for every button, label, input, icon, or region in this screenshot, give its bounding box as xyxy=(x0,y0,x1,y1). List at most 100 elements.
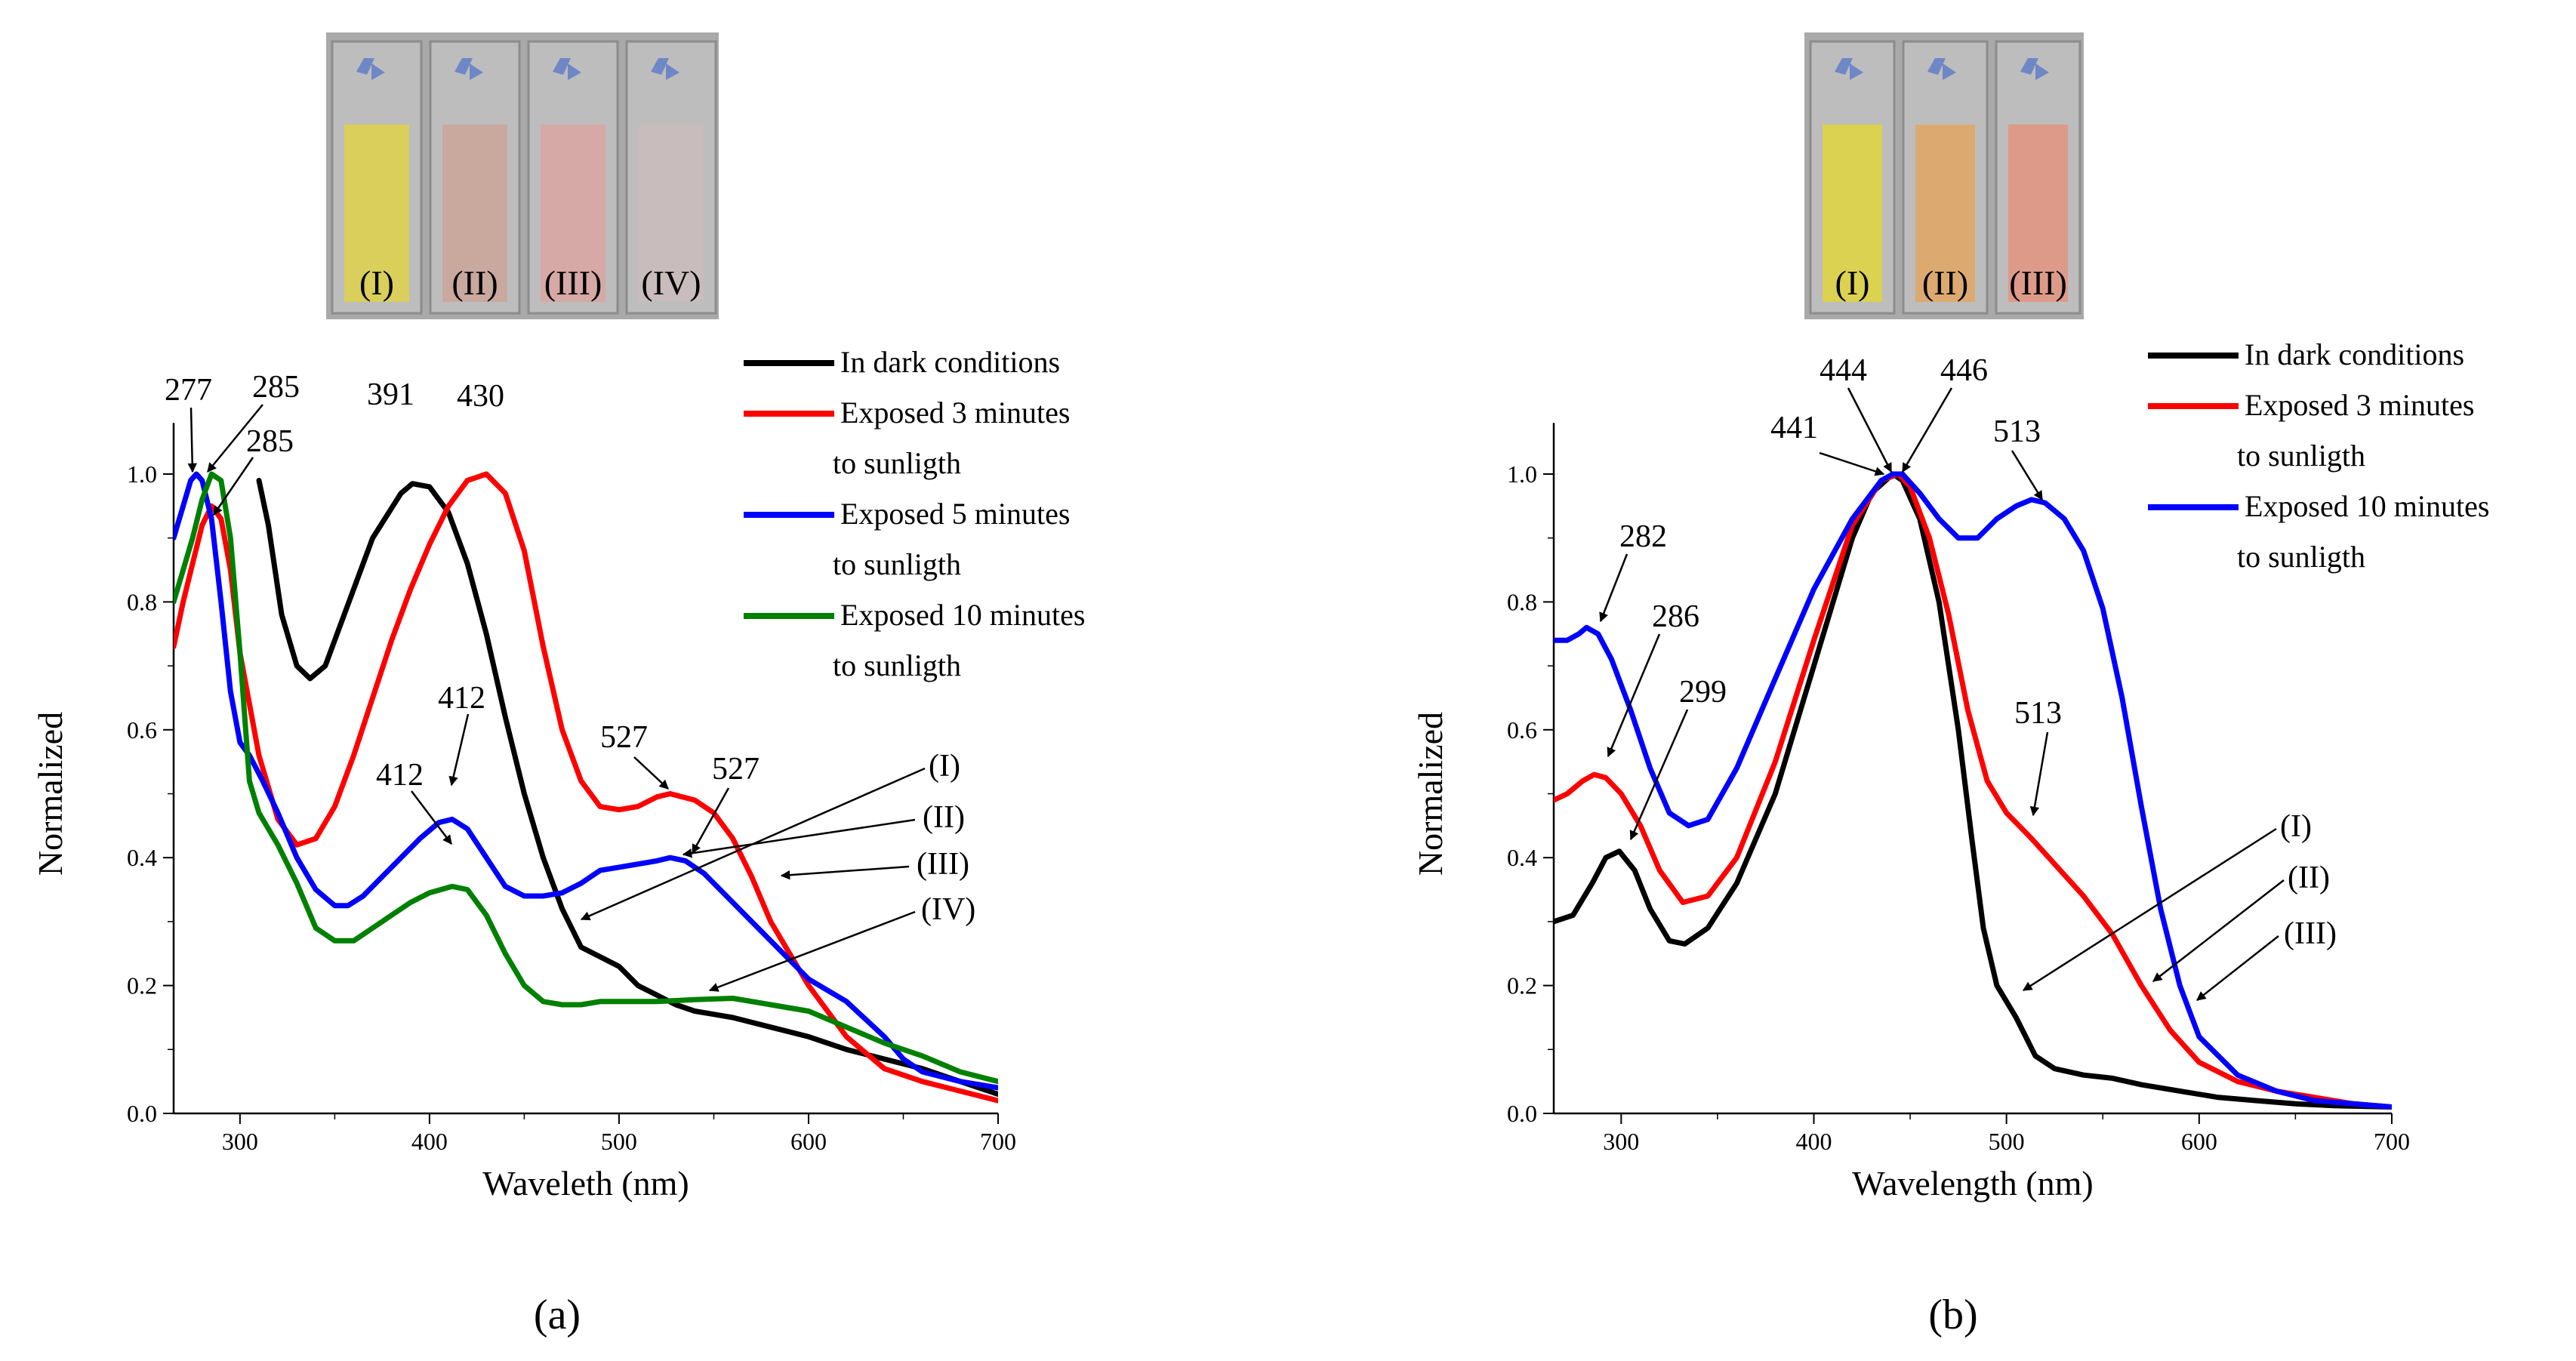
peak-label: 527 xyxy=(600,720,648,755)
x-tick-label: 600 xyxy=(2181,1128,2217,1155)
curve-arrows-b xyxy=(2022,827,2285,1001)
legend-label-3: to sunligth xyxy=(833,648,961,682)
y-tick-label: 0.0 xyxy=(1507,1100,1537,1127)
y-tick-label: 1.0 xyxy=(127,460,157,488)
series-line-1 xyxy=(1554,471,2392,1110)
cuvette-logo-icon xyxy=(553,58,581,80)
photo-label: (I) xyxy=(359,263,394,302)
curve-label: (I) xyxy=(2280,809,2312,844)
x-tick-label: 400 xyxy=(411,1128,448,1155)
x-tick-label: 600 xyxy=(790,1128,827,1155)
peak-label: 444 xyxy=(1820,353,1867,388)
series-line-3 xyxy=(174,471,998,1085)
curve-label: (I) xyxy=(929,749,960,784)
panel-label-b: (b) xyxy=(1928,1292,1977,1338)
y-tick-label: 0.6 xyxy=(127,716,157,744)
peak-arrows-b xyxy=(1599,387,2049,841)
peak-label: 277 xyxy=(165,373,212,408)
cuvette-liquid xyxy=(1915,125,1975,302)
photo-a: (I) (II) (III) (IV) xyxy=(326,32,719,319)
cuvette-liquid xyxy=(1823,125,1882,302)
peak-label: 299 xyxy=(1679,675,1727,710)
y-tick-label: 0.8 xyxy=(1507,588,1537,615)
peak-label: 285 xyxy=(252,370,300,405)
legend-label-2: to sunligth xyxy=(2237,540,2365,574)
cuvette-logo-icon xyxy=(1835,58,1863,80)
peak-labels-b: 282 286 299 441 444 446 513 513 xyxy=(1619,353,2062,731)
curve-labels-b: (I) (II) (III) xyxy=(2280,809,2337,951)
y-tick-label: 0.0 xyxy=(127,1100,157,1127)
x-tick-label: 500 xyxy=(601,1128,637,1155)
legend-label-0: In dark conditions xyxy=(840,345,1060,379)
photo-b: (I) (II) (III) xyxy=(1804,32,2084,319)
x-tick-label: 300 xyxy=(222,1128,258,1155)
legend-b: In dark conditions Exposed 3 minutes to su… xyxy=(2148,337,2489,574)
cuvette-logo-icon xyxy=(356,58,385,80)
photo-label: (II) xyxy=(451,263,498,302)
photo-label: (I) xyxy=(1835,263,1870,302)
y-tick-label: 0.4 xyxy=(1507,844,1537,871)
peak-label: 430 xyxy=(457,379,504,414)
peak-label: 285 xyxy=(246,424,294,459)
cuvette-logo-icon xyxy=(2020,58,2049,80)
series-line-2 xyxy=(174,471,998,1091)
panel-label-a: (a) xyxy=(534,1292,581,1338)
curve-label: (II) xyxy=(923,800,965,835)
x-tick-label: 500 xyxy=(1989,1128,2025,1155)
peak-label: 286 xyxy=(1652,599,1699,634)
cuvette-logo-icon xyxy=(651,58,679,80)
curve-label: (II) xyxy=(2288,861,2330,895)
legend-label-1: to sunligth xyxy=(833,446,961,480)
peak-label: 446 xyxy=(1940,353,1988,388)
photo-label: (III) xyxy=(544,263,602,302)
curve-label: (III) xyxy=(2284,916,2337,951)
legend-label-2: Exposed 5 minutes xyxy=(840,497,1070,531)
photo-label: (III) xyxy=(2009,263,2067,302)
legend-label-1: Exposed 3 minutes xyxy=(2245,388,2474,422)
peak-label: 441 xyxy=(1770,411,1818,445)
y-tick-label: 0.4 xyxy=(127,844,157,871)
y-tick-label: 1.0 xyxy=(1507,460,1537,488)
series-line-0 xyxy=(256,478,998,1098)
curve-label: (IV) xyxy=(921,892,975,927)
y-tick-label: 0.6 xyxy=(1507,716,1537,744)
curve-label: (III) xyxy=(917,847,969,882)
plot-area-a: 300 400 500 600 700 0.0 0.2 0.4 0.6 0.8 1.0 Wavelet… xyxy=(31,423,1016,1202)
y-tick-label: 0.2 xyxy=(1507,972,1537,999)
peak-arrows-a xyxy=(187,404,730,854)
legend-label-2: to sunligth xyxy=(833,547,961,581)
y-axis-title: Normalized xyxy=(31,712,69,876)
legend-label-1: to sunligth xyxy=(2237,439,2365,473)
y-tick-label: 0.2 xyxy=(127,972,157,999)
peak-labels-a: 277 285 285 391 430 412 412 527 527 xyxy=(165,370,760,793)
panel-a: (I) (II) (III) (IV) In dark conditions Expos… xyxy=(31,32,1085,1338)
x-tick-label: 700 xyxy=(980,1128,1016,1155)
legend-label-3: Exposed 10 minutes xyxy=(840,598,1085,632)
curve-arrows-a xyxy=(580,767,926,992)
curve-labels-a: (I) (II) (III) (IV) xyxy=(917,749,975,927)
peak-label: 412 xyxy=(438,681,485,716)
x-tick-label: 400 xyxy=(1795,1128,1832,1155)
cuvette-liquid xyxy=(2008,125,2068,302)
cuvette-logo-icon xyxy=(1927,58,1956,80)
legend-a: In dark conditions Exposed 3 minutes to su… xyxy=(744,345,1085,682)
peak-label: 527 xyxy=(712,752,760,787)
cuvette-liquid xyxy=(442,125,507,302)
series-line-2 xyxy=(1554,471,2392,1110)
peak-label: 412 xyxy=(376,758,424,793)
y-axis-title: Normalized xyxy=(1411,712,1450,876)
photo-label: (II) xyxy=(1922,263,1968,302)
x-axis-title: Wavelength (nm) xyxy=(1852,1164,2093,1202)
legend-label-0: In dark conditions xyxy=(2245,337,2464,371)
peak-label: 513 xyxy=(1993,414,2041,449)
photo-label: (IV) xyxy=(641,263,701,302)
y-tick-label: 0.8 xyxy=(127,588,157,615)
cuvette-logo-icon xyxy=(454,58,483,80)
cuvette-liquid xyxy=(344,125,409,302)
cuvette-liquid xyxy=(639,125,704,302)
cuvette-liquid xyxy=(541,125,605,302)
x-tick-label: 300 xyxy=(1603,1128,1639,1155)
x-tick-label: 700 xyxy=(2374,1128,2410,1155)
legend-label-2: Exposed 10 minutes xyxy=(2245,489,2489,523)
